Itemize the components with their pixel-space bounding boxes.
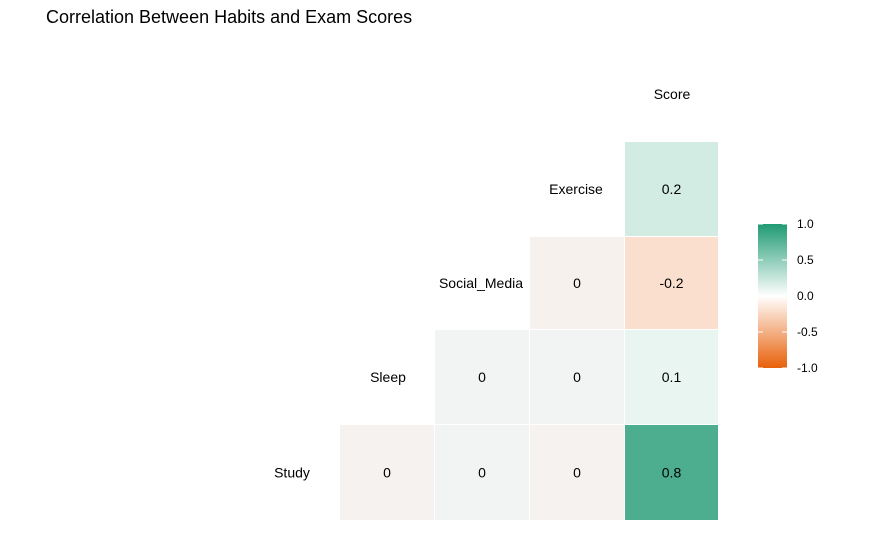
legend-tick-label: 1.0: [797, 217, 814, 231]
cell-value-label: 0: [573, 369, 581, 385]
cell-value-label: -0.2: [659, 275, 683, 291]
variable-label-social-media: Social_Media: [439, 275, 523, 291]
heatmap-cell-sleep-exercise: [530, 330, 624, 424]
heatmap-cell-labels: 0 0 0 0.8 0 0 0.1 0 -0.2 0.2: [383, 181, 684, 481]
heatmap-cell-sleep-social_media: [435, 330, 529, 424]
legend-tick-label: -0.5: [797, 325, 818, 339]
heatmap-cell-study-sleep: [340, 425, 434, 520]
cell-value-label: 0.1: [662, 369, 682, 385]
cell-value-label: 0.8: [662, 465, 682, 481]
heatmap-cell-social_media-score: [625, 237, 718, 329]
chart-title: Correlation Between Habits and Exam Scor…: [46, 7, 412, 27]
cell-value-label: 0: [573, 275, 581, 291]
cell-value-label: 0: [573, 465, 581, 481]
heatmap-cell-exercise-score: [625, 142, 718, 236]
variable-labels: Study Sleep Social_Media Exercise Score: [274, 86, 690, 481]
heatmap-cell-study-exercise: [530, 425, 624, 520]
variable-label-exercise: Exercise: [549, 181, 603, 197]
heatmap-cell-sleep-score: [625, 330, 718, 424]
cell-value-label: 0.2: [662, 181, 682, 197]
cell-value-label: 0: [478, 369, 486, 385]
heatmap-cell-study-social_media: [435, 425, 529, 520]
heatmap-cell-social_media-exercise: [530, 237, 624, 329]
legend-tick-label: 0.5: [797, 253, 814, 267]
color-legend: 1.0 0.5 0.0 -0.5 -1.0: [758, 217, 818, 375]
variable-label-sleep: Sleep: [370, 369, 406, 385]
variable-label-score: Score: [654, 86, 691, 102]
heatmap-cells: [340, 142, 718, 520]
cell-value-label: 0: [478, 465, 486, 481]
heatmap-cell-study-score: [625, 425, 718, 520]
legend-tick-label: -1.0: [797, 361, 818, 375]
variable-label-study: Study: [274, 465, 310, 481]
legend-tick-label: 0.0: [797, 289, 814, 303]
cell-value-label: 0: [383, 465, 391, 481]
